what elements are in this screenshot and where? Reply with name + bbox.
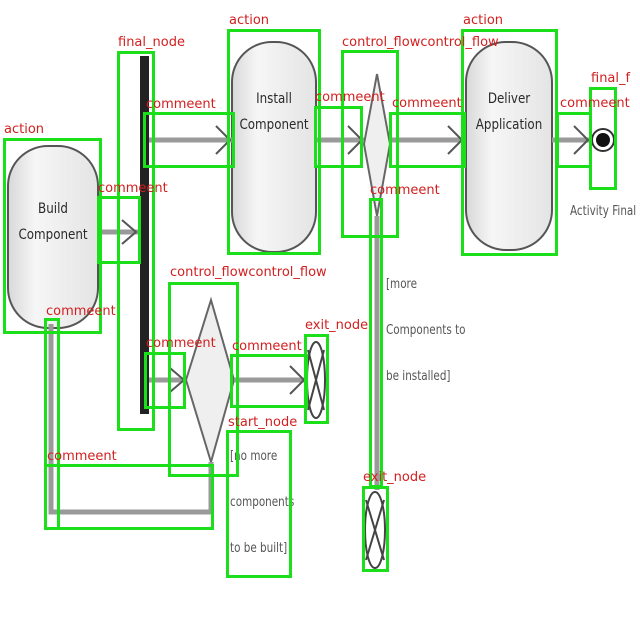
label-exit-node-right: exit_node: [305, 318, 369, 333]
activity-final-inner: [596, 133, 610, 147]
label-comment-7: commeent: [146, 336, 216, 351]
label-control-flow-top: control_flowcontrol_flow: [342, 35, 499, 50]
label-action-build: action: [4, 122, 45, 137]
flow-final-node-bottom: [364, 491, 386, 569]
label-final-node: final_node: [118, 35, 185, 50]
deliver-application-node: [465, 41, 553, 251]
box-action-install: [227, 29, 321, 255]
box-control-flow-bottom: [168, 282, 239, 477]
box-comment-4: [389, 112, 466, 168]
box-final-node-bar: [117, 51, 155, 431]
fork-bar: [140, 56, 149, 414]
label-comment-4: commeent: [392, 96, 462, 111]
activity-final-caption: Activity Final: [570, 204, 637, 219]
label-comment-3: commeent: [315, 90, 385, 105]
label-control-flow-bottom: control_flowcontrol_flow: [170, 265, 327, 280]
label-comment-8: commeent: [232, 339, 302, 354]
box-start-node: [226, 430, 292, 578]
box-comment-5: [556, 112, 592, 168]
label-comment-2: commeent: [146, 97, 216, 112]
deliver-application-text: Deliver Application: [475, 91, 543, 133]
guard-no-more-components: [no more components to be built]: [230, 449, 295, 556]
box-comment-1: [97, 196, 141, 264]
box-exit-node-bottom: [362, 486, 389, 572]
flow-final-node-right: [306, 341, 326, 419]
label-comment-1: commeent: [98, 181, 168, 196]
install-component-text: Install Component: [239, 91, 309, 133]
box-comment-7: [144, 352, 186, 409]
label-exit-node-bottom: exit_node: [363, 470, 427, 485]
label-action-deliver: action: [463, 13, 504, 28]
box-comment-6: [369, 198, 383, 488]
guard-more-components: [more Components to be installed]: [386, 277, 466, 384]
build-component-text: Build Component: [18, 201, 88, 243]
box-comment-10: [44, 464, 214, 530]
box-comment-3: [314, 106, 363, 168]
label-action-install: action: [229, 13, 270, 28]
label-comment-5: commeent: [560, 96, 630, 111]
box-action-deliver: [461, 29, 558, 256]
label-comment-10: commeent: [47, 449, 117, 464]
label-start-node: start_node: [228, 415, 298, 430]
box-action-build: [3, 138, 102, 334]
label-comment-9: commeent: [46, 304, 116, 319]
box-comment-2: [143, 112, 235, 168]
label-comment-6: commeent: [370, 183, 440, 198]
box-comment-8: [230, 354, 308, 408]
label-final-f: final_f: [591, 71, 631, 86]
